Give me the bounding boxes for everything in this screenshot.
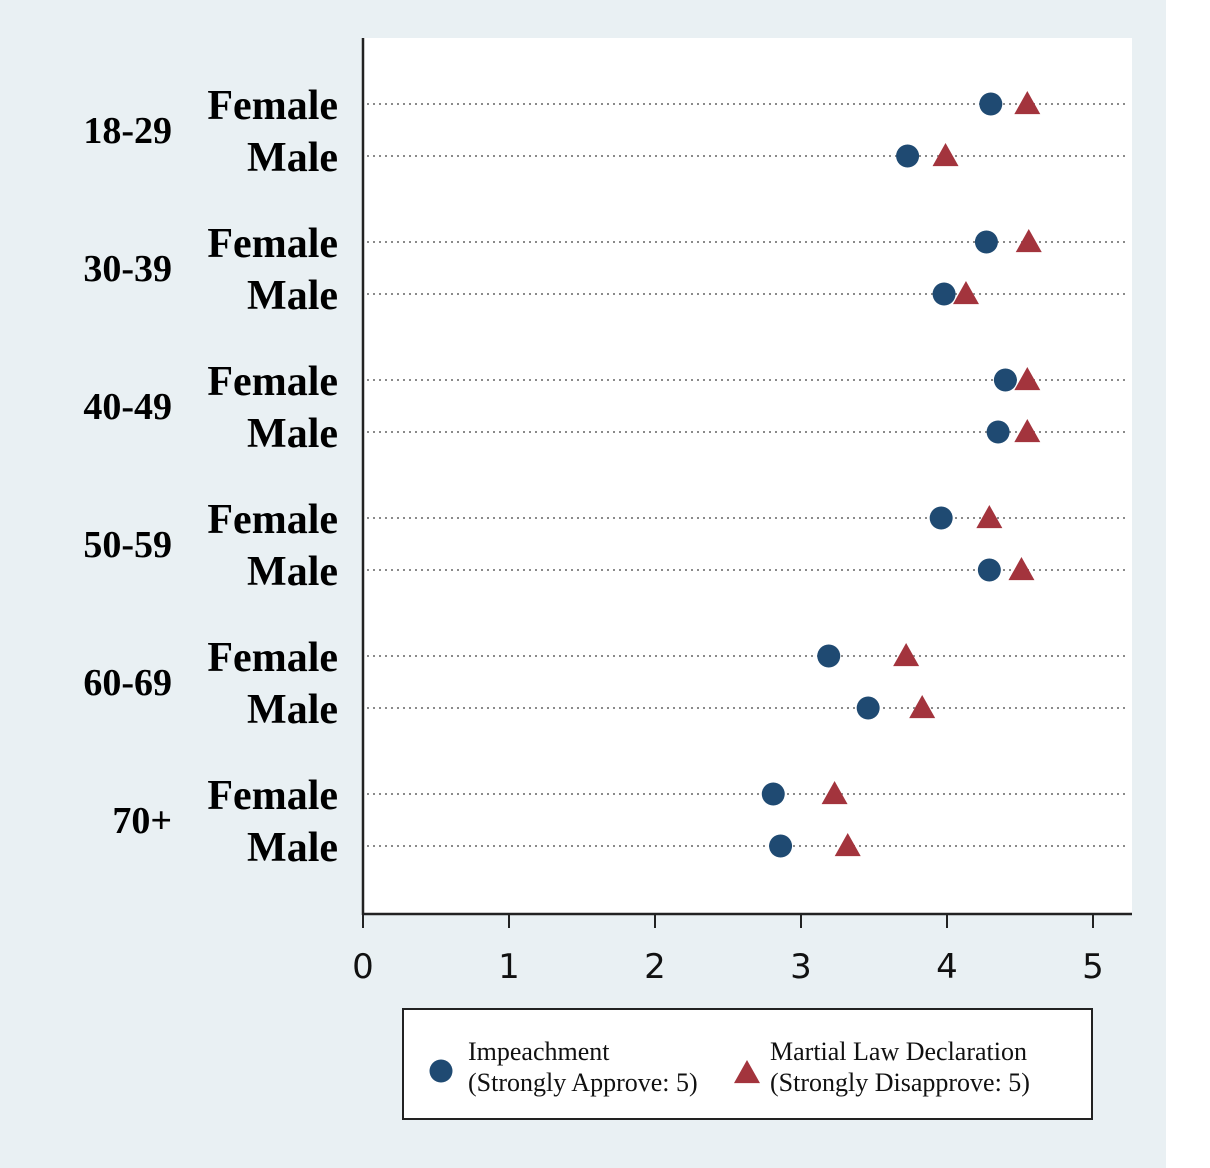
- legend-impeachment-marker: [430, 1060, 453, 1083]
- group-label: 30-39: [83, 248, 172, 290]
- x-tick-label: 3: [790, 947, 812, 987]
- group-label: 70+: [112, 800, 172, 842]
- impeachment-point: [769, 835, 792, 858]
- legend-impeachment-label: Impeachment: [468, 1037, 610, 1066]
- group-label: 60-69: [83, 662, 172, 704]
- chart-background: Female Male 18-29 Female Male 30-39 Female Male…: [0, 0, 1166, 1168]
- row-label-male: Male: [247, 273, 338, 319]
- group-label: 40-49: [83, 386, 172, 428]
- row-label-male: Male: [247, 549, 338, 595]
- legend-impeachment-label: (Strongly Approve: 5): [468, 1068, 698, 1097]
- x-tick-label: 5: [1082, 947, 1104, 987]
- x-tick-label: 0: [352, 947, 374, 987]
- row-label-male: Male: [247, 411, 338, 457]
- row-label-female: Female: [207, 359, 338, 405]
- group-label: 50-59: [83, 524, 172, 566]
- legend-martial-law-label: Martial Law Declaration: [770, 1037, 1027, 1066]
- x-tick-label: 1: [498, 947, 520, 987]
- legend-martial-law-label: (Strongly Disapprove: 5): [770, 1068, 1030, 1097]
- impeachment-point: [978, 559, 1001, 582]
- row-label-female: Female: [207, 497, 338, 543]
- x-tick-label: 2: [644, 947, 666, 987]
- impeachment-point: [994, 369, 1017, 392]
- row-label-female: Female: [207, 83, 338, 129]
- impeachment-point: [975, 231, 998, 254]
- impeachment-point: [930, 507, 953, 530]
- row-label-male: Male: [247, 687, 338, 733]
- impeachment-point: [979, 93, 1002, 116]
- impeachment-point: [817, 645, 840, 668]
- row-label-male: Male: [247, 825, 338, 871]
- impeachment-point: [857, 697, 880, 720]
- impeachment-point: [762, 783, 785, 806]
- plot-area: [363, 38, 1132, 914]
- dot-plot-chart: Female Male 18-29 Female Male 30-39 Female Male…: [0, 0, 1166, 1168]
- group-label: 18-29: [83, 110, 172, 152]
- impeachment-point: [896, 145, 919, 168]
- row-label-male: Male: [247, 135, 338, 181]
- impeachment-point: [933, 283, 956, 306]
- impeachment-point: [987, 421, 1010, 444]
- row-label-female: Female: [207, 635, 338, 681]
- x-tick-label: 4: [936, 947, 958, 987]
- row-label-female: Female: [207, 773, 338, 819]
- row-label-female: Female: [207, 221, 338, 267]
